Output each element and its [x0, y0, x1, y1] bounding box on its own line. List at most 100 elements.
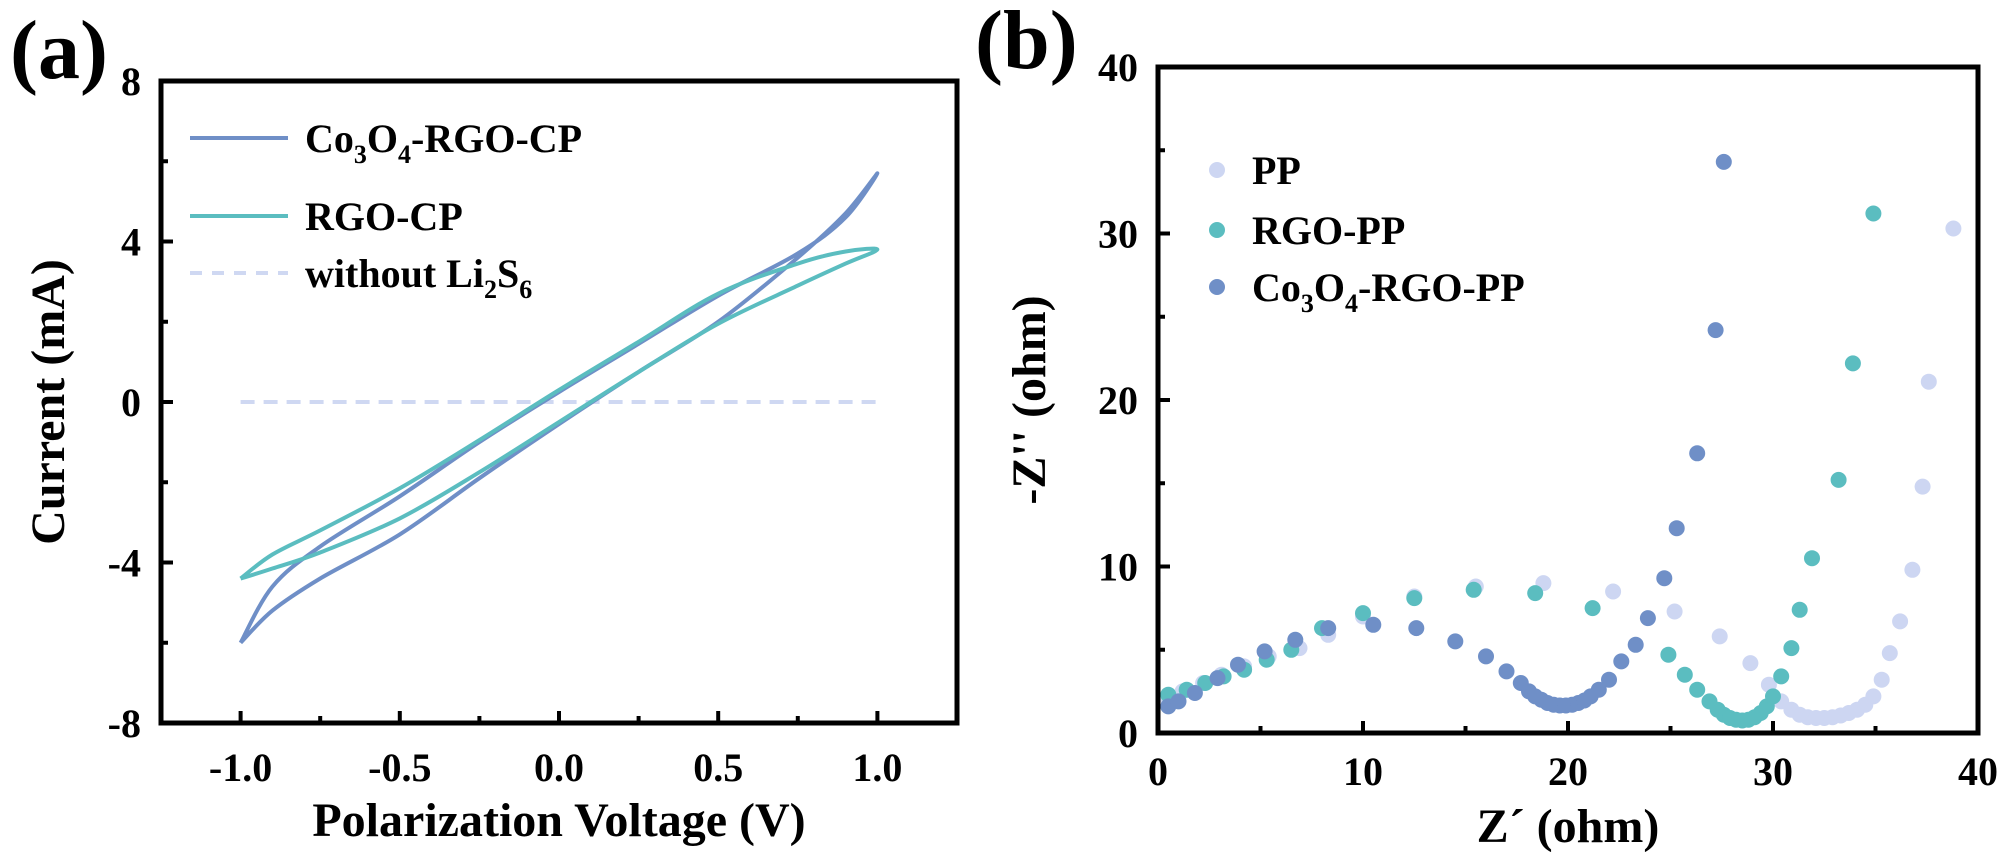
data-point [1320, 620, 1337, 637]
panel-a-y-ticks: -8 -4 0 4 8 [108, 59, 173, 746]
data-point [1186, 685, 1203, 701]
data-point [1590, 681, 1607, 698]
data-point [1904, 561, 1921, 578]
x-tick-label: 0 [1148, 749, 1168, 794]
data-point [1660, 646, 1677, 663]
data-point [1527, 585, 1544, 602]
data-point [1605, 583, 1622, 600]
data-point [1715, 153, 1732, 170]
x-tick-label: 1.0 [852, 745, 902, 790]
data-point [1666, 603, 1683, 620]
panel-b-y-ticks: 0 10 20 30 40 [1098, 45, 1170, 756]
panel-a-x-ticks: -1.0 -0.5 0.0 0.5 1.0 [209, 711, 902, 790]
data-point [1791, 601, 1808, 618]
panel-b-x-ticks: 0 10 20 30 40 [1148, 721, 1998, 794]
x-tick-label: 40 [1958, 749, 1998, 794]
series-co3o4-rgo-pp [1160, 153, 1732, 715]
x-tick-label: 10 [1343, 749, 1383, 794]
data-point [1773, 668, 1790, 685]
x-tick-label: 0.5 [693, 745, 743, 790]
legend-marker [1209, 222, 1225, 238]
y-tick-label: 0 [1118, 711, 1138, 756]
data-point [1689, 445, 1706, 462]
data-point [1865, 205, 1882, 222]
data-point [1498, 663, 1515, 680]
data-point [1865, 688, 1882, 705]
data-point [1881, 645, 1898, 662]
data-point [1627, 636, 1644, 653]
panel-b-legend: PP RGO-PP Co3O4-RGO-PP [1209, 148, 1525, 318]
data-point [1711, 628, 1728, 645]
panel-a-axes-frame [158, 78, 960, 726]
legend-label: RGO-PP [1252, 208, 1405, 253]
data-point [1676, 666, 1693, 683]
legend-marker [1209, 279, 1225, 295]
data-point [1920, 373, 1937, 390]
data-point [1365, 616, 1382, 633]
panel-a-legend: Co3O4-RGO-CP RGO-CP without Li2S6 [190, 116, 582, 304]
data-point [1689, 681, 1706, 698]
legend-marker [1209, 162, 1225, 178]
y-tick-label: -4 [108, 541, 141, 586]
y-tick-label: 0 [121, 380, 141, 425]
x-tick-label: -0.5 [368, 745, 431, 790]
data-point [1197, 675, 1214, 691]
panel-a-cv-plot: (a) -1.0 -0.5 0.0 0.5 1.0 -8 -4 0 4 8 Polarizati… [10, 4, 960, 847]
data-point [1765, 688, 1781, 705]
data-point [1613, 653, 1630, 670]
data-point [1639, 610, 1656, 627]
data-point [1656, 570, 1673, 587]
data-point [1465, 581, 1482, 598]
y-tick-label: 10 [1098, 545, 1138, 590]
y-tick-label: 8 [121, 59, 141, 104]
data-point [1707, 322, 1724, 339]
data-point [1804, 550, 1820, 567]
data-point [1668, 520, 1685, 537]
data-point [1601, 671, 1617, 688]
data-point [1830, 471, 1847, 488]
panel-b-x-axis-label: Z´ (ohm) [1477, 800, 1660, 852]
y-tick-label: 30 [1098, 212, 1138, 257]
y-tick-label: 4 [121, 220, 141, 265]
data-point [1873, 671, 1890, 688]
panel-b-label: (b) [975, 0, 1078, 87]
legend-label: Co3O4-RGO-CP [305, 116, 582, 169]
data-point [1914, 478, 1931, 495]
data-point [1170, 693, 1187, 710]
panel-a-plot-area [238, 171, 880, 645]
data-point [1287, 631, 1304, 648]
x-tick-label: 0.0 [534, 745, 584, 790]
data-point [1783, 640, 1800, 657]
panel-a-x-axis-label: Polarization Voltage (V) [312, 794, 805, 847]
data-point [1742, 655, 1759, 672]
panel-b-y-axis-label: -Z'' (ohm) [1003, 295, 1056, 504]
series-line-co3o4-rgo-cp [238, 171, 880, 645]
data-point [1478, 648, 1494, 665]
data-point [1447, 633, 1464, 650]
legend-label: PP [1252, 148, 1301, 193]
data-point [1844, 355, 1861, 372]
panel-a-label: (a) [10, 4, 108, 97]
legend-label: without Li2S6 [305, 251, 532, 304]
data-point [1408, 620, 1425, 637]
panel-b-plot-area [1160, 153, 1962, 729]
legend-label: RGO-CP [305, 194, 463, 239]
data-point [1256, 643, 1273, 660]
panel-a-y-axis-label: Current (mA) [22, 259, 75, 545]
data-point [1406, 590, 1423, 607]
legend-label: Co3O4-RGO-PP [1252, 265, 1525, 318]
y-tick-label: 40 [1098, 45, 1138, 90]
y-tick-label: 20 [1098, 378, 1138, 423]
x-tick-label: 30 [1753, 749, 1793, 794]
data-point [1355, 605, 1371, 622]
data-point [1945, 220, 1962, 237]
series-rgo-pp [1160, 205, 1882, 729]
data-point [1892, 613, 1909, 630]
data-point [1230, 656, 1246, 673]
x-tick-label: -1.0 [209, 745, 272, 790]
series-line-rgo-cp [239, 246, 880, 581]
y-tick-label: -8 [108, 701, 141, 746]
x-tick-label: 20 [1548, 749, 1588, 794]
panel-b-eis-plot: (b) 0 10 20 30 40 0 10 20 30 40 Z´ (ohm) -Z'' (o… [975, 0, 1998, 852]
